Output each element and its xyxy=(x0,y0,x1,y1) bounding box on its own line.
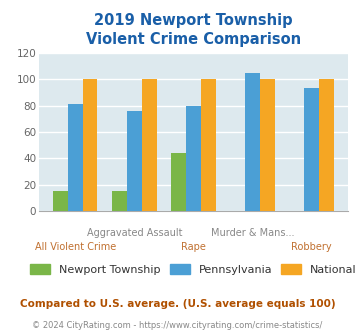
Bar xyxy=(112,191,127,211)
Text: Rape: Rape xyxy=(181,242,206,252)
Bar xyxy=(142,79,157,211)
Title: 2019 Newport Township
Violent Crime Comparison: 2019 Newport Township Violent Crime Comp… xyxy=(86,13,301,48)
Text: Robbery: Robbery xyxy=(291,242,332,252)
Bar xyxy=(53,191,68,211)
Bar xyxy=(68,104,83,211)
Bar xyxy=(83,79,97,211)
Bar xyxy=(171,153,186,211)
Bar xyxy=(245,73,260,211)
Text: Compared to U.S. average. (U.S. average equals 100): Compared to U.S. average. (U.S. average … xyxy=(20,299,335,309)
Text: © 2024 CityRating.com - https://www.cityrating.com/crime-statistics/: © 2024 CityRating.com - https://www.city… xyxy=(32,321,323,330)
Bar xyxy=(260,79,275,211)
Legend: Newport Township, Pennsylvania, National: Newport Township, Pennsylvania, National xyxy=(31,264,355,275)
Bar xyxy=(186,106,201,211)
Bar xyxy=(127,111,142,211)
Bar xyxy=(201,79,215,211)
Bar xyxy=(304,88,319,211)
Bar xyxy=(319,79,334,211)
Text: All Violent Crime: All Violent Crime xyxy=(35,242,116,252)
Text: Murder & Mans...: Murder & Mans... xyxy=(211,228,294,238)
Text: Aggravated Assault: Aggravated Assault xyxy=(87,228,182,238)
